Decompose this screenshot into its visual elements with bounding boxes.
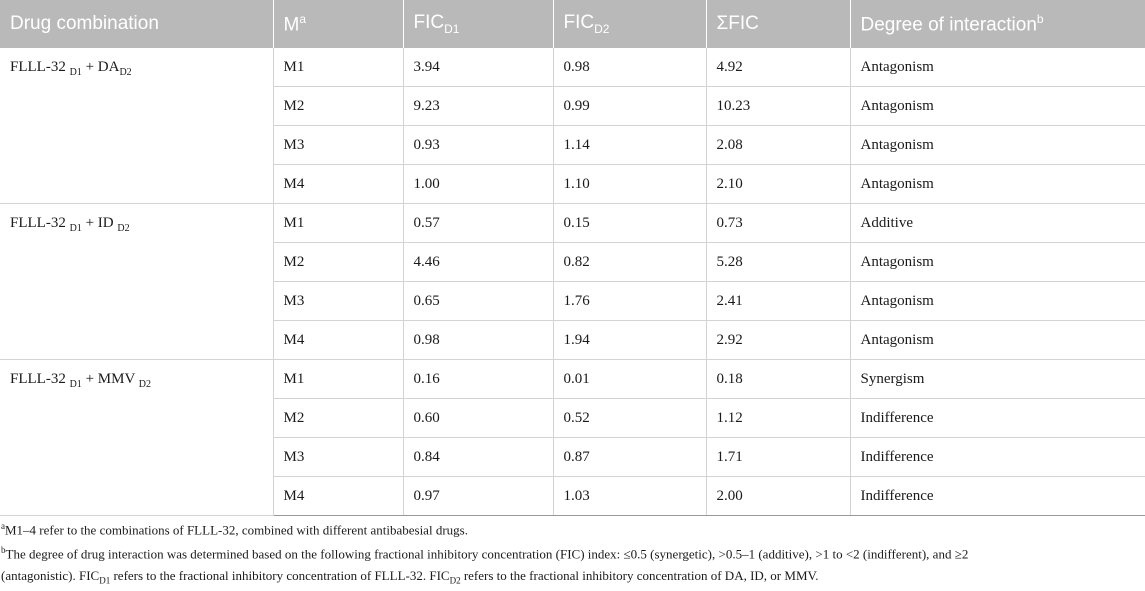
sum-fic-cell: 4.92 xyxy=(705,48,850,87)
footnote-b-continued: (antagonistic). FICD1 refers to the frac… xyxy=(1,567,819,586)
table-row: FLLL-32 D1 + ID D2 M1 0.57 0.15 0.73 Add… xyxy=(0,203,1145,360)
header-fic-d2: FICD2 xyxy=(552,0,706,48)
fic-d1-cell: 0.93 xyxy=(402,125,553,165)
table-row: M2 9.23 0.99 10.23 Antagonism xyxy=(0,86,1145,126)
fic-d2-cell: 0.52 xyxy=(552,398,706,438)
sum-fic-cell: 10.23 xyxy=(705,86,850,126)
degree-cell: Antagonism xyxy=(849,320,1145,360)
m-cell: M1 xyxy=(272,203,403,243)
header-fic-d1: FICD1 xyxy=(402,0,553,48)
fic-d2-cell: 1.10 xyxy=(552,164,706,204)
m-cell: M2 xyxy=(272,398,403,438)
fic-d2-cell: 0.01 xyxy=(552,359,706,399)
fic-d1-cell: 0.84 xyxy=(402,437,553,477)
m-cell: M3 xyxy=(272,437,403,477)
fic-d2-cell: 1.94 xyxy=(552,320,706,360)
m-cell: M4 xyxy=(272,476,403,516)
sum-fic-cell: 0.18 xyxy=(705,359,850,399)
table-row: M2 4.46 0.82 5.28 Antagonism xyxy=(0,242,1145,282)
table-header-row: Drug combination Ma FICD1 FICD2 ΣFIC Deg… xyxy=(0,0,1145,48)
sum-fic-cell: 2.10 xyxy=(705,164,850,204)
fic-d2-cell: 0.98 xyxy=(552,48,706,87)
fic-d1-cell: 9.23 xyxy=(402,86,553,126)
fic-d2-cell: 0.87 xyxy=(552,437,706,477)
table-row: FLLL-32 D1 + DAD2 M1 3.94 0.98 4.92 Anta… xyxy=(0,48,1145,204)
table-row: M3 0.65 1.76 2.41 Antagonism xyxy=(0,281,1145,321)
fic-d2-cell: 0.82 xyxy=(552,242,706,282)
drug-interaction-table: Drug combination Ma FICD1 FICD2 ΣFIC Deg… xyxy=(0,0,1145,516)
fic-d1-cell: 0.57 xyxy=(402,203,553,243)
m-cell: M2 xyxy=(272,86,403,126)
fic-d2-cell: 1.03 xyxy=(552,476,706,516)
fic-d1-cell: 0.97 xyxy=(402,476,553,516)
header-sum-fic: ΣFIC xyxy=(705,0,850,48)
table-footnotes: aM1–4 refer to the combinations of FLLL-… xyxy=(0,516,968,591)
degree-cell: Indifference xyxy=(849,437,1145,477)
degree-cell: Indifference xyxy=(849,398,1145,438)
header-drug-combination: Drug combination xyxy=(10,13,159,34)
combination-cell: FLLL-32 D1 + MMV D2 xyxy=(0,359,273,516)
m-cell: M3 xyxy=(272,281,403,321)
header-degree: Degree of interactionb xyxy=(849,0,1145,48)
table-row: M4 0.98 1.94 2.92 Antagonism xyxy=(0,320,1145,360)
degree-cell: Antagonism xyxy=(849,281,1145,321)
m-cell: M4 xyxy=(272,164,403,204)
sum-fic-cell: 2.92 xyxy=(705,320,850,360)
degree-cell: Additive xyxy=(849,203,1145,243)
combination-cell: FLLL-32 D1 + DAD2 xyxy=(0,48,273,204)
table-row: M2 0.60 0.52 1.12 Indifference xyxy=(0,398,1145,438)
combination-cell: FLLL-32 D1 + ID D2 xyxy=(0,203,273,360)
header-m: Ma xyxy=(272,0,403,48)
sum-fic-cell: 1.71 xyxy=(705,437,850,477)
fic-d2-cell: 1.14 xyxy=(552,125,706,165)
footnote-b: bThe degree of drug interaction was dete… xyxy=(1,545,969,562)
fic-d1-cell: 0.16 xyxy=(402,359,553,399)
fic-d2-cell: 0.15 xyxy=(552,203,706,243)
fic-d1-cell: 0.98 xyxy=(402,320,553,360)
table-row: M4 0.97 1.03 2.00 Indifference xyxy=(0,476,1145,516)
sum-fic-cell: 5.28 xyxy=(705,242,850,282)
m-cell: M2 xyxy=(272,242,403,282)
table-row: M3 0.93 1.14 2.08 Antagonism xyxy=(0,125,1145,165)
degree-cell: Indifference xyxy=(849,476,1145,516)
m-cell: M1 xyxy=(272,48,403,87)
fic-d2-cell: 0.99 xyxy=(552,86,706,126)
degree-cell: Antagonism xyxy=(849,125,1145,165)
table-row: M4 1.00 1.10 2.10 Antagonism xyxy=(0,164,1145,204)
fic-d1-cell: 4.46 xyxy=(402,242,553,282)
fic-d1-cell: 0.65 xyxy=(402,281,553,321)
degree-cell: Synergism xyxy=(849,359,1145,399)
footnote-a: aM1–4 refer to the combinations of FLLL-… xyxy=(1,521,468,538)
sum-fic-cell: 2.00 xyxy=(705,476,850,516)
fic-d1-cell: 0.60 xyxy=(402,398,553,438)
degree-cell: Antagonism xyxy=(849,164,1145,204)
fic-d1-cell: 3.94 xyxy=(402,48,553,87)
fic-d2-cell: 1.76 xyxy=(552,281,706,321)
sum-fic-cell: 2.41 xyxy=(705,281,850,321)
m-cell: M3 xyxy=(272,125,403,165)
fic-d1-cell: 1.00 xyxy=(402,164,553,204)
degree-cell: Antagonism xyxy=(849,242,1145,282)
m-cell: M1 xyxy=(272,359,403,399)
degree-cell: Antagonism xyxy=(849,48,1145,87)
table-row: M3 0.84 0.87 1.71 Indifference xyxy=(0,437,1145,477)
degree-cell: Antagonism xyxy=(849,86,1145,126)
sum-fic-cell: 1.12 xyxy=(705,398,850,438)
sum-fic-cell: 2.08 xyxy=(705,125,850,165)
sum-fic-cell: 0.73 xyxy=(705,203,850,243)
table-row: FLLL-32 D1 + MMV D2 M1 0.16 0.01 0.18 Sy… xyxy=(0,359,1145,516)
m-cell: M4 xyxy=(272,320,403,360)
